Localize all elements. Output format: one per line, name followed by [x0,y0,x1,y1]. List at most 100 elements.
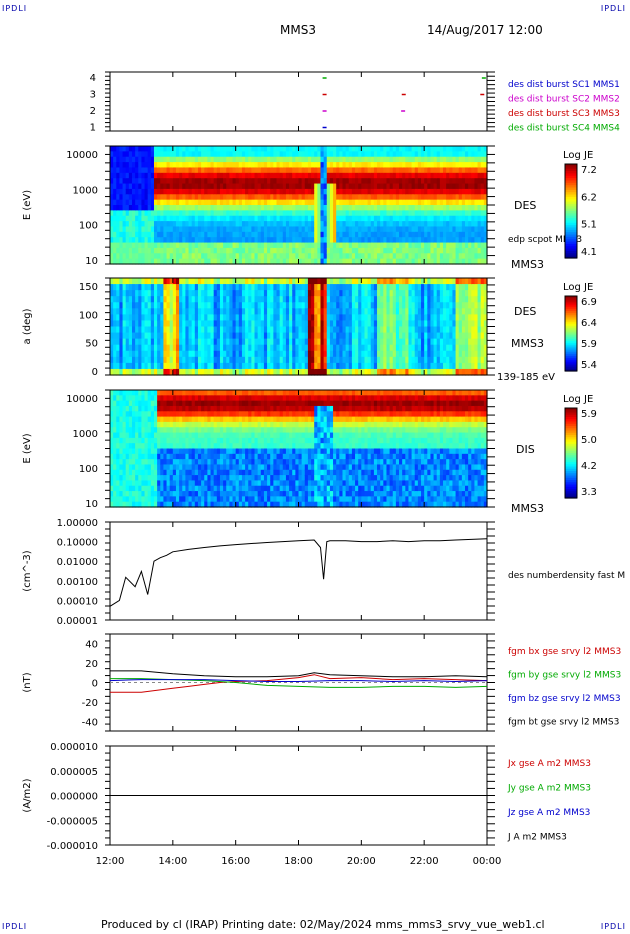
spectrogram-cell [436,226,441,233]
spectrogram-cell [383,368,388,376]
spectrogram-cell [471,350,476,358]
spectrogram-cell [339,338,344,346]
spectrogram-cell [455,247,460,254]
spectrogram-cell [122,416,127,423]
spectrogram-cell [480,320,485,328]
spectrogram-cell [483,205,488,211]
spectrogram-cell [477,247,482,254]
spectrogram-cell [465,253,469,260]
spectrogram-cell [182,368,186,376]
spectrogram-cell [424,284,428,291]
spectrogram-cell [307,344,312,352]
spectrogram-cell [465,350,469,358]
spectrogram-cell [339,278,344,285]
spectrogram-cell [119,172,124,179]
spectrogram-cell [436,344,441,352]
spectrogram-cell [389,284,394,291]
spectrogram-cell [298,162,303,169]
burst-ytick-label: 1 [90,123,96,134]
spectrogram-cell [314,344,318,352]
spectrogram-cell [175,167,180,174]
spectrogram-cell [301,156,306,163]
spectrogram-cell [326,290,331,297]
spectrogram-cell [417,344,422,352]
spectrogram-cell [232,242,237,249]
spectrogram-cell [380,258,384,265]
spectrogram-cell [131,284,136,291]
spectrogram-cell [138,194,143,201]
spectrogram-cell [226,215,230,222]
spectrogram-cell [465,332,469,340]
spectrogram-cell [320,146,325,152]
spectrogram-cell [254,188,259,195]
spectrogram-cell [223,326,227,334]
spectrogram-cell [427,167,432,174]
spectrogram-cell [254,278,259,285]
spectrogram-cell [461,247,466,254]
spectrogram-cell [449,215,454,222]
spectrogram-cell [342,199,347,206]
spectrogram-cell [179,296,183,303]
spectrogram-cell [304,215,309,222]
spectrogram-cell [213,362,218,370]
spectrogram-cell [160,205,165,211]
spectrogram-cell [307,167,312,174]
spectrogram-cell [235,338,240,346]
colorbar-cell [565,312,577,316]
spectrogram-cell [188,253,193,260]
spectrogram-cell [185,290,190,297]
spectrogram-cell [238,146,243,152]
spectrogram-cell [279,237,284,244]
spectrogram-cell [361,226,366,233]
spectrogram-cell [377,326,381,334]
spectrogram-cell [355,368,359,376]
spectrogram-cell [351,231,356,238]
spectrogram-cell [399,296,403,303]
spectrogram-cell [166,156,171,163]
spectrogram-cell [125,326,130,334]
spectrogram-cell [477,278,482,285]
spectrogram-cell [345,253,350,260]
spectrogram-cell [307,194,312,201]
spectrogram-cell [386,284,391,291]
spectrogram-cell [248,350,252,358]
spectrogram-cell [414,296,419,303]
spectrogram-cell [377,302,381,309]
spectrogram-cell [477,326,482,334]
spectrogram-cell [125,242,130,249]
spectrogram-cell [414,237,419,244]
spectrogram-cell [153,314,158,322]
spectrogram-cell [223,199,227,206]
spectrogram-cell [424,172,428,179]
spectrogram-cell [304,162,309,169]
spectrogram-cell [110,480,114,487]
spectrogram-cell [427,226,432,233]
spectrogram-cell [443,247,447,254]
spectrogram-cell [144,172,149,179]
spectrogram-cell [276,344,281,352]
spectrogram-cell [131,231,136,238]
spectrogram-cell [304,362,309,370]
spectrogram-cell [241,172,246,179]
spectrogram-cell [157,290,161,297]
spectrogram-cell [323,253,328,260]
spectrogram-cell [402,156,406,163]
spectrogram-cell [276,326,281,334]
spectrogram-cell [135,290,139,297]
spectrogram-cell [383,284,388,291]
spectrogram-cell [329,205,334,211]
spectrogram-cell [295,221,300,228]
spectrogram-cell [182,253,186,260]
spectrogram-cell [201,178,205,185]
spectrogram-cell [474,237,479,244]
spectrogram-cell [477,231,482,238]
spectrogram-cell [465,326,469,334]
spectrogram-cell [311,290,315,297]
spectrogram-cell [213,210,218,217]
spectrogram-cell [273,326,278,334]
spectrogram-cell [254,284,259,291]
spectrogram-cell [348,151,353,158]
spectrogram-cell [348,258,353,265]
spectrogram-cell [144,344,149,352]
spectrogram-cell [191,332,196,340]
